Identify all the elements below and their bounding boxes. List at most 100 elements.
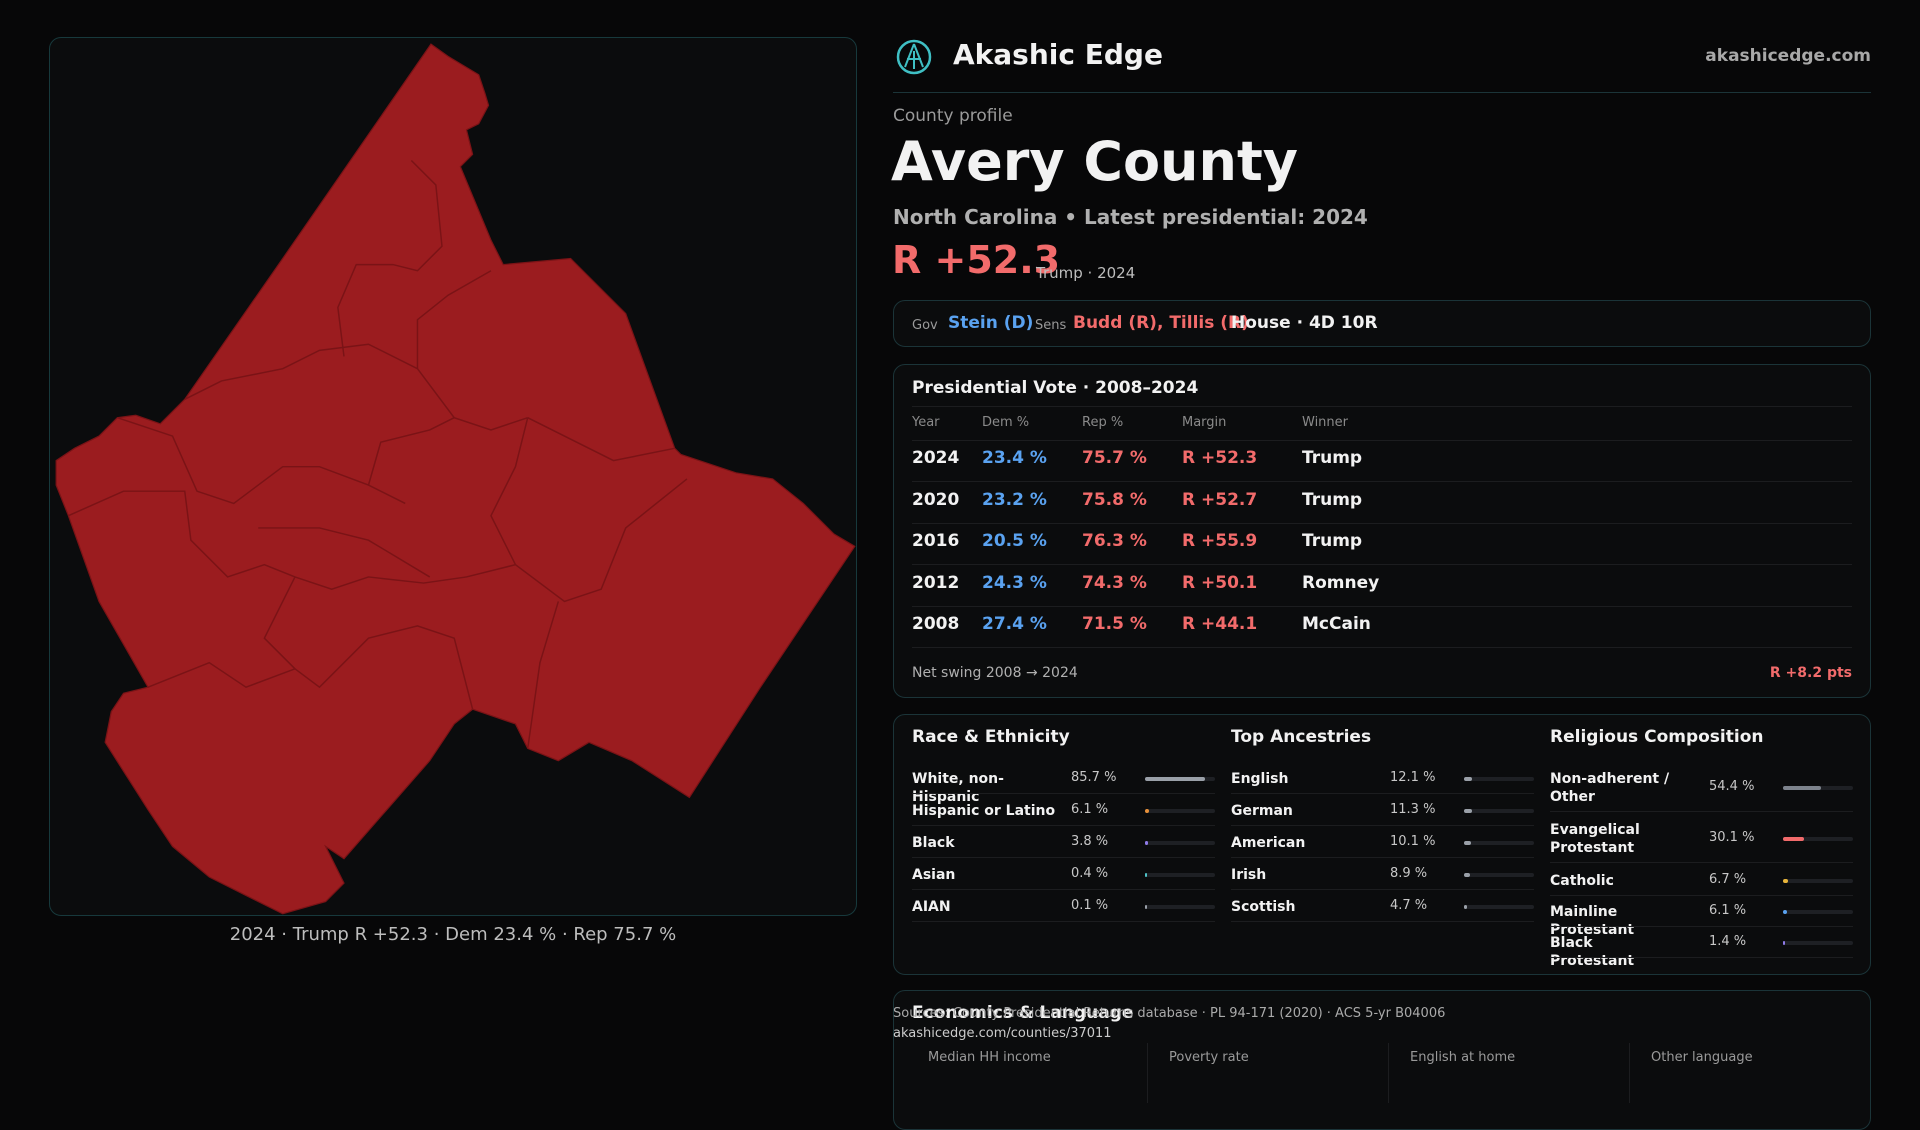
row-name: Black Protestant	[1550, 935, 1635, 969]
row-name: American	[1231, 835, 1306, 851]
bar-track	[1145, 841, 1215, 845]
cell: 23.2 %	[982, 489, 1047, 510]
row-line	[1550, 862, 1853, 863]
row-name: Hispanic or Latino	[912, 803, 1056, 819]
bar-track	[1783, 879, 1853, 883]
row-name: English	[1231, 771, 1289, 787]
row-value: 30.1 %	[1709, 830, 1755, 845]
subtitle: North Carolina • Latest presidential: 20…	[893, 205, 1368, 229]
row-value: 10.1 %	[1390, 834, 1436, 849]
cell: 74.3 %	[1082, 572, 1147, 593]
row-name: German	[1231, 803, 1293, 819]
map-panel	[49, 37, 857, 916]
row-line	[1550, 895, 1853, 896]
bar-track	[1464, 809, 1534, 813]
cell: 2008	[912, 614, 960, 634]
row-value: 0.1 %	[1071, 898, 1109, 913]
row-value: 11.3 %	[1390, 802, 1436, 817]
cell: 24.3 %	[982, 572, 1047, 593]
county-shape	[55, 43, 856, 915]
row-line	[1550, 957, 1853, 958]
row-line	[912, 605, 1852, 607]
panel-title: Religious Composition	[1550, 727, 1764, 747]
cell: 75.8 %	[1082, 489, 1147, 510]
cell: Trump	[1302, 531, 1363, 551]
cell: Trump	[1302, 489, 1363, 510]
cell: 75.7 %	[1082, 448, 1147, 468]
cell: 71.5 %	[1082, 614, 1147, 634]
row-line	[912, 889, 1215, 890]
bar	[1464, 777, 1473, 781]
bar	[1783, 879, 1788, 883]
margin: R +52.3	[892, 238, 1061, 282]
cell: R +44.1	[1182, 614, 1258, 634]
column-header: Winner	[1302, 415, 1349, 430]
panel-title: Race & Ethnicity	[912, 727, 1070, 747]
econ-label: English at home	[1410, 1050, 1516, 1065]
row-name: Catholic	[1550, 873, 1614, 889]
bar	[1464, 905, 1468, 909]
column-header: Margin	[1182, 415, 1227, 430]
cell: R +52.3	[1182, 448, 1258, 468]
kicker: County profile	[893, 106, 1013, 126]
divider	[893, 92, 1871, 93]
bar	[1783, 837, 1805, 841]
bar	[1464, 873, 1471, 877]
site-link[interactable]: akashicedge.com	[1705, 46, 1871, 66]
row-name: Black	[912, 835, 955, 851]
column-header: Year	[912, 415, 940, 430]
precinct-lines	[68, 159, 688, 749]
row-name: AIAN	[912, 899, 951, 915]
county-map	[55, 43, 856, 915]
sens-label: Sens	[1035, 318, 1067, 333]
row-line	[912, 793, 1215, 794]
bar-track	[1783, 837, 1853, 841]
governor: Stein (D)	[948, 313, 1034, 333]
row-name: Asian	[912, 867, 956, 883]
row-value: 85.7 %	[1071, 770, 1117, 785]
row-value: 4.7 %	[1390, 898, 1428, 913]
row-line	[912, 406, 1852, 407]
bar	[1145, 777, 1205, 781]
cell: 2024	[912, 448, 960, 468]
row-line	[912, 647, 1852, 648]
row-value: 12.1 %	[1390, 770, 1436, 785]
row-line	[912, 522, 1852, 524]
bar-track	[1464, 777, 1534, 781]
row-value: 6.7 %	[1709, 872, 1747, 887]
econ-label: Poverty rate	[1169, 1050, 1249, 1065]
bar-track	[1464, 841, 1534, 845]
row-name: Scottish	[1231, 899, 1296, 915]
bar-track	[1145, 809, 1215, 813]
logo	[896, 39, 932, 75]
row-value: 54.4 %	[1709, 779, 1755, 794]
row-value: 6.1 %	[1709, 903, 1747, 918]
row-value: 0.4 %	[1071, 866, 1109, 881]
cell: 27.4 %	[982, 614, 1047, 634]
cell: 2020	[912, 489, 960, 510]
map-caption: 2024 · Trump R +52.3 · Dem 23.4 % · Rep …	[229, 924, 677, 945]
bar	[1464, 841, 1472, 845]
house: House · 4D 10R	[1231, 313, 1378, 333]
demographics: Race & Ethnicity White, non-Hispanic 85.7 …	[893, 714, 1871, 975]
row-name: Non-adherent / Other	[1550, 771, 1670, 805]
bar-track	[1145, 905, 1215, 909]
row-line	[1231, 825, 1534, 826]
vote-table: Presidential Vote · 2008–2024 Net swing …	[893, 364, 1871, 698]
brand: Akashic Edge	[953, 38, 1163, 71]
cell: 2012	[912, 572, 960, 593]
bar-track	[1464, 905, 1534, 909]
cell: Trump	[1302, 448, 1363, 468]
row-value: 6.1 %	[1071, 802, 1109, 817]
row-line	[1231, 793, 1534, 794]
row-name: Evangelical Protestant	[1550, 822, 1640, 856]
bar-track	[1783, 941, 1853, 945]
column-header: Dem %	[982, 415, 1030, 430]
row-line	[912, 921, 1215, 922]
bar	[1145, 873, 1147, 877]
source-url[interactable]: akashicedge.com/counties/37011	[893, 1026, 1112, 1041]
bar-track	[1464, 873, 1534, 877]
county-name: Avery County	[891, 130, 1298, 193]
row-line	[912, 825, 1215, 826]
cell: 23.4 %	[982, 448, 1047, 468]
